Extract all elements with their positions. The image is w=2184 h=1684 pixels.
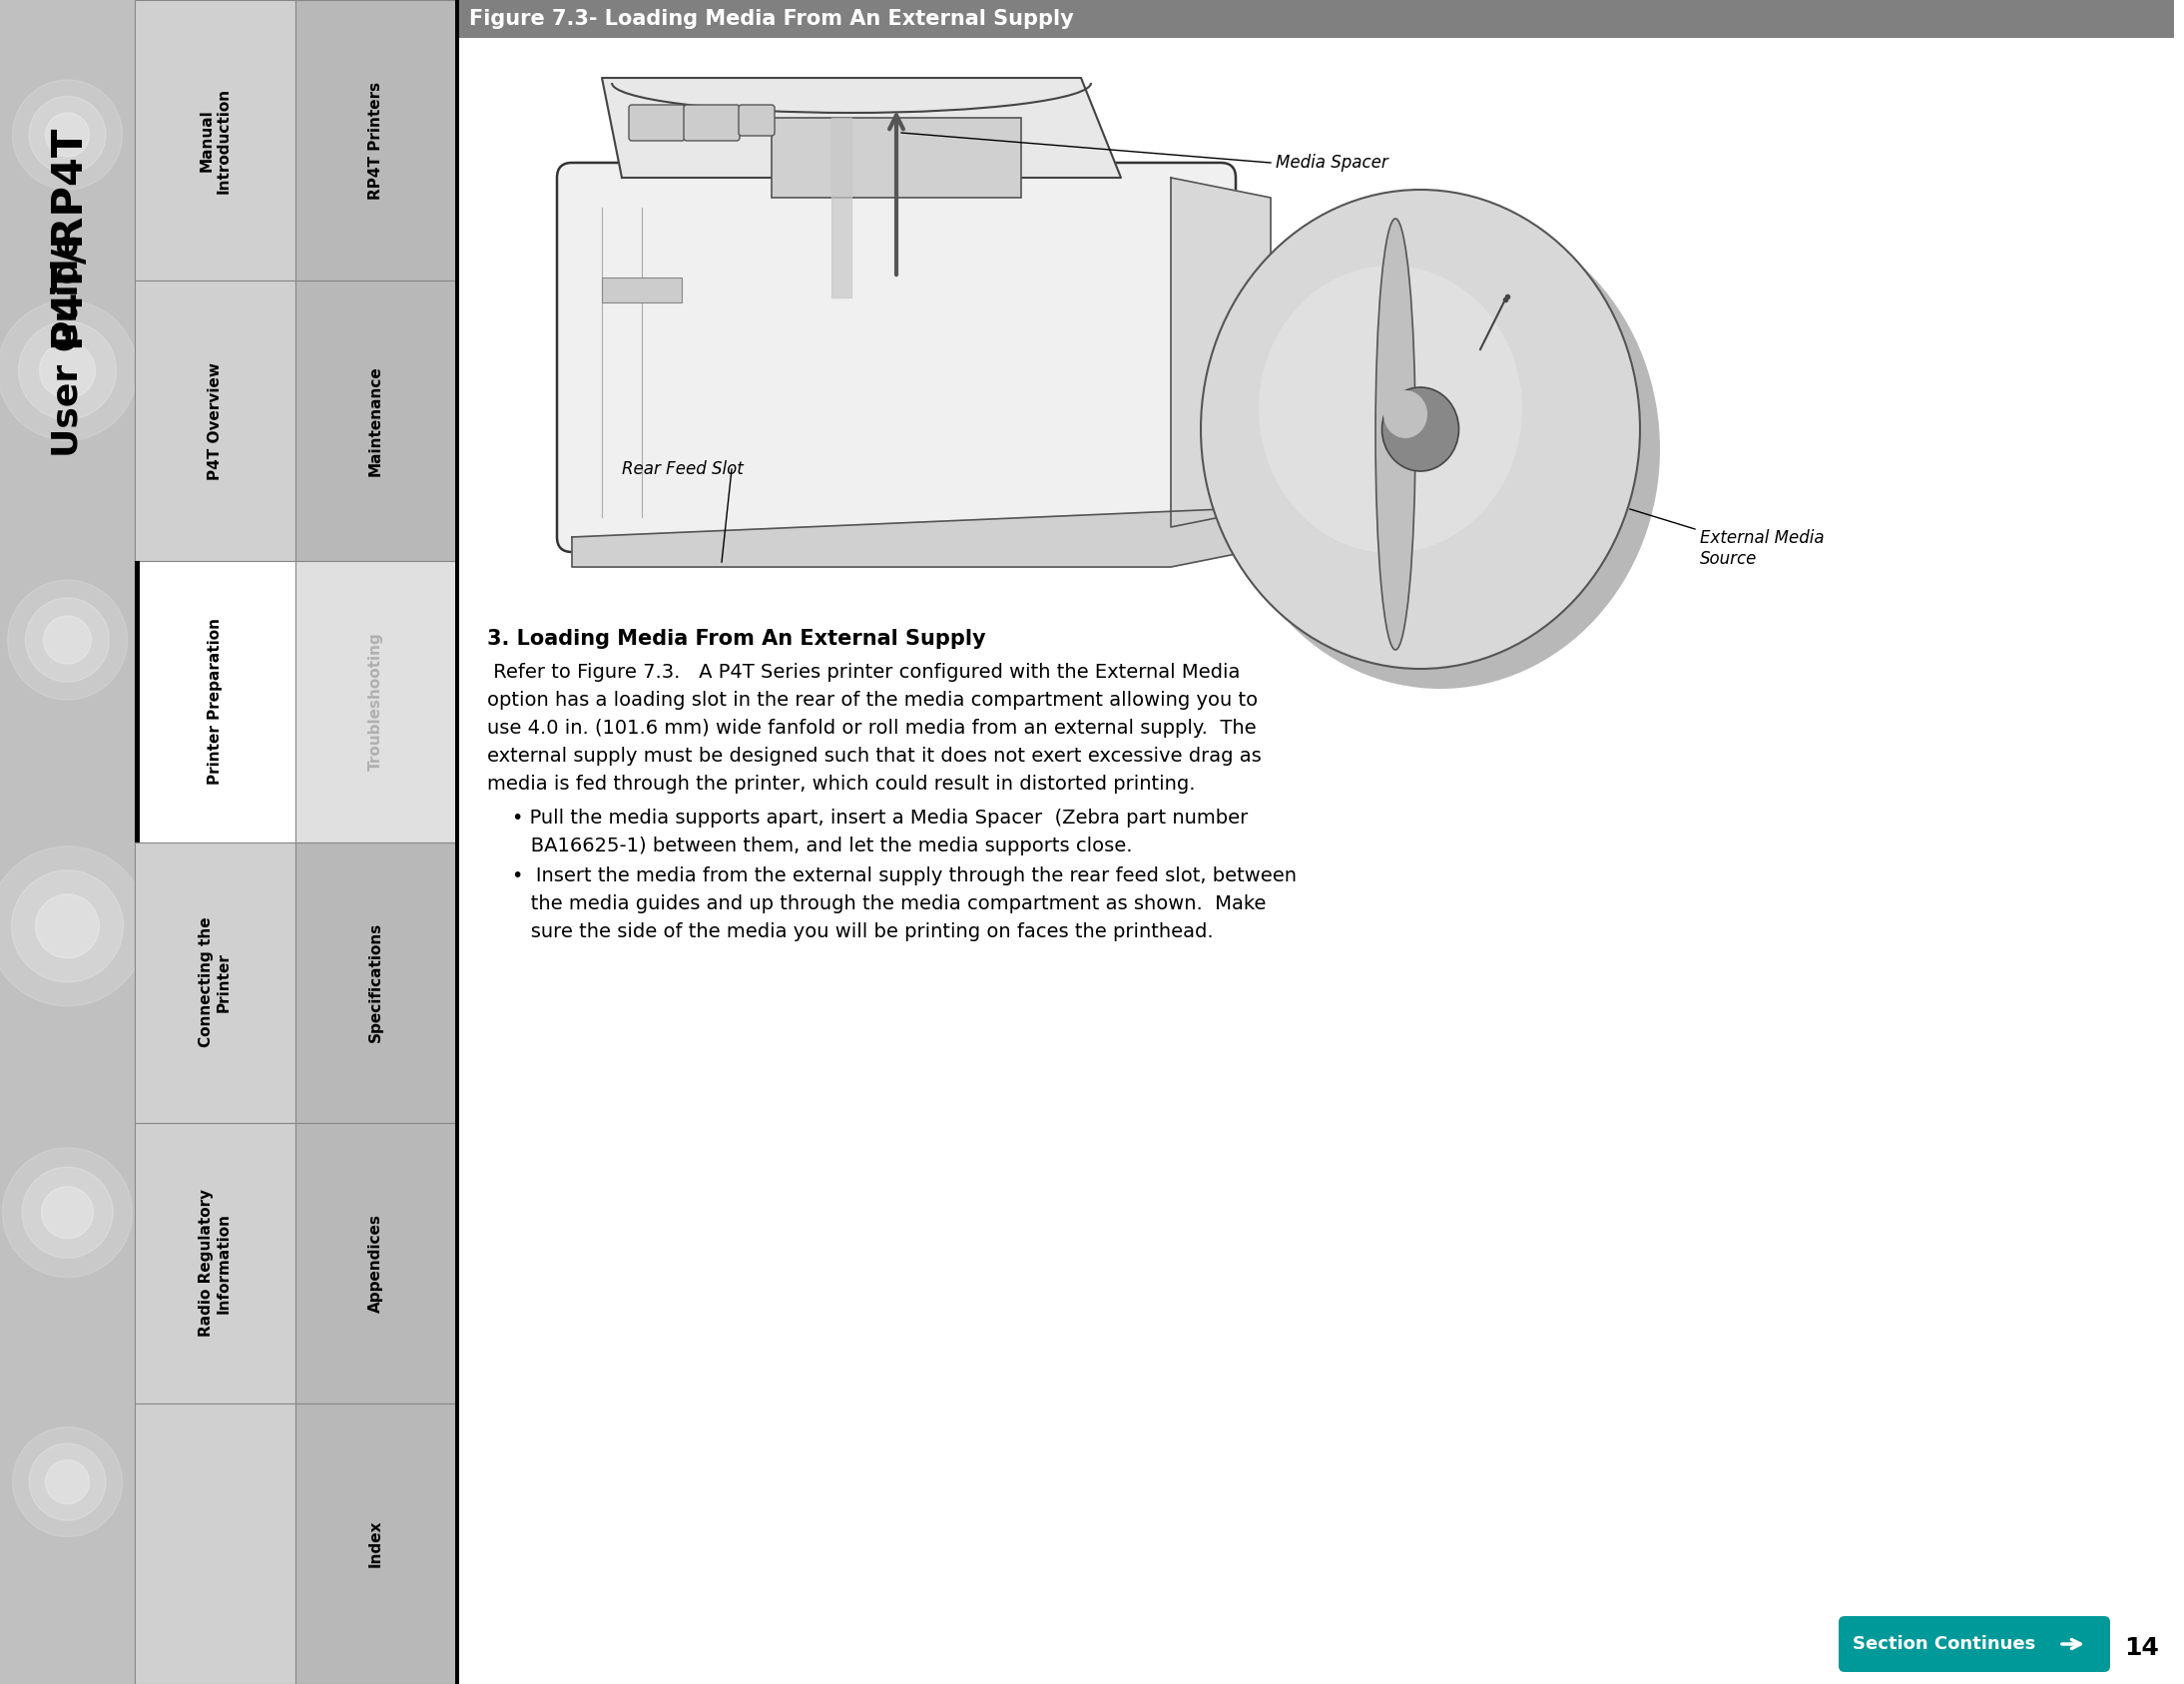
Circle shape bbox=[0, 301, 138, 440]
Polygon shape bbox=[572, 507, 1271, 568]
Circle shape bbox=[35, 894, 98, 958]
Polygon shape bbox=[1171, 179, 1271, 527]
Text: Figure 7.3- Loading Media From An External Supply: Figure 7.3- Loading Media From An Extern… bbox=[470, 8, 1075, 29]
Circle shape bbox=[11, 871, 122, 982]
Bar bbox=[295, 561, 456, 842]
Text: P4T Overview: P4T Overview bbox=[207, 362, 223, 480]
Text: 3. Loading Media From An External Supply: 3. Loading Media From An External Supply bbox=[487, 628, 985, 648]
Circle shape bbox=[2, 1147, 133, 1278]
Circle shape bbox=[28, 1443, 105, 1521]
FancyBboxPatch shape bbox=[629, 104, 686, 141]
Bar bbox=[135, 842, 295, 1123]
Text: use 4.0 in. (101.6 mm) wide fanfold or roll media from an external supply.  The: use 4.0 in. (101.6 mm) wide fanfold or r… bbox=[487, 719, 1256, 738]
Bar bbox=[456, 0, 2173, 39]
Circle shape bbox=[26, 598, 109, 682]
Text: Manual
Introduction: Manual Introduction bbox=[199, 88, 232, 194]
Text: sure the side of the media you will be printing on faces the printhead.: sure the side of the media you will be p… bbox=[511, 923, 1214, 941]
FancyBboxPatch shape bbox=[1839, 1617, 2110, 1672]
Text: 14: 14 bbox=[2125, 1637, 2160, 1660]
Circle shape bbox=[41, 1187, 94, 1238]
Bar bbox=[135, 281, 295, 561]
Text: Radio Regulatory
Information: Radio Regulatory Information bbox=[199, 1189, 232, 1337]
Bar bbox=[0, 0, 135, 1684]
Circle shape bbox=[39, 342, 96, 399]
Text: external supply must be designed such that it does not exert excessive drag as: external supply must be designed such th… bbox=[487, 746, 1262, 766]
Bar bbox=[135, 0, 295, 281]
Text: Printer Preparation: Printer Preparation bbox=[207, 618, 223, 785]
Bar bbox=[295, 1403, 456, 1684]
Text: P4T/RP4T: P4T/RP4T bbox=[46, 125, 87, 347]
Text: Specifications: Specifications bbox=[369, 923, 384, 1042]
FancyBboxPatch shape bbox=[684, 104, 740, 141]
Circle shape bbox=[28, 96, 105, 173]
Text: option has a loading slot in the rear of the media compartment allowing you to: option has a loading slot in the rear of… bbox=[487, 690, 1258, 709]
Text: Troubleshooting: Troubleshooting bbox=[369, 633, 384, 771]
Circle shape bbox=[7, 579, 127, 701]
Bar bbox=[295, 281, 456, 561]
Circle shape bbox=[17, 322, 116, 419]
Circle shape bbox=[22, 1167, 114, 1258]
Ellipse shape bbox=[1221, 209, 1660, 689]
Text: media is fed through the printer, which could result in distorted printing.: media is fed through the printer, which … bbox=[487, 775, 1195, 793]
Text: the media guides and up through the media compartment as shown.  Make: the media guides and up through the medi… bbox=[511, 894, 1267, 913]
Text: Refer to Figure 7.3.   A P4T Series printer configured with the External Media: Refer to Figure 7.3. A P4T Series printe… bbox=[487, 663, 1241, 682]
Bar bbox=[454, 0, 459, 1684]
Bar bbox=[771, 118, 1022, 197]
Circle shape bbox=[13, 1426, 122, 1537]
Ellipse shape bbox=[1258, 266, 1522, 552]
Circle shape bbox=[46, 113, 90, 157]
Bar bbox=[295, 0, 456, 281]
Ellipse shape bbox=[1201, 190, 1640, 669]
Polygon shape bbox=[603, 77, 1120, 179]
Bar bbox=[295, 842, 456, 1123]
FancyBboxPatch shape bbox=[557, 163, 1236, 552]
Bar bbox=[135, 561, 295, 842]
Text: • Pull the media supports apart, insert a Media Spacer  (Zebra part number: • Pull the media supports apart, insert … bbox=[511, 808, 1247, 827]
Bar bbox=[603, 278, 681, 303]
Text: Maintenance: Maintenance bbox=[369, 365, 384, 477]
Text: •  Insert the media from the external supply through the rear feed slot, between: • Insert the media from the external sup… bbox=[511, 867, 1297, 886]
Bar bbox=[135, 1123, 295, 1403]
Text: User Guide: User Guide bbox=[50, 234, 85, 458]
Text: Connecting the
Printer: Connecting the Printer bbox=[199, 918, 232, 1047]
Ellipse shape bbox=[1376, 219, 1415, 650]
Circle shape bbox=[13, 79, 122, 190]
Ellipse shape bbox=[1382, 391, 1428, 438]
Text: Section Continues: Section Continues bbox=[1852, 1635, 2035, 1654]
Text: RP4T Printers: RP4T Printers bbox=[369, 81, 384, 199]
Text: Rear Feed Slot: Rear Feed Slot bbox=[622, 460, 743, 478]
Polygon shape bbox=[832, 118, 852, 298]
Text: BA16625-1) between them, and let the media supports close.: BA16625-1) between them, and let the med… bbox=[511, 837, 1133, 855]
Ellipse shape bbox=[1382, 387, 1459, 472]
Bar bbox=[135, 1403, 295, 1684]
Text: Media Spacer: Media Spacer bbox=[1275, 153, 1389, 172]
Circle shape bbox=[44, 616, 92, 663]
Bar bbox=[454, 561, 459, 842]
Text: Appendices: Appendices bbox=[369, 1214, 384, 1312]
Circle shape bbox=[46, 1460, 90, 1504]
Text: Index: Index bbox=[369, 1521, 384, 1568]
Bar bbox=[472, 47, 2173, 589]
Circle shape bbox=[0, 847, 146, 1005]
Text: External Media
Source: External Media Source bbox=[1699, 529, 1824, 568]
Bar bbox=[135, 561, 140, 842]
FancyBboxPatch shape bbox=[738, 104, 775, 136]
Bar bbox=[295, 1123, 456, 1403]
